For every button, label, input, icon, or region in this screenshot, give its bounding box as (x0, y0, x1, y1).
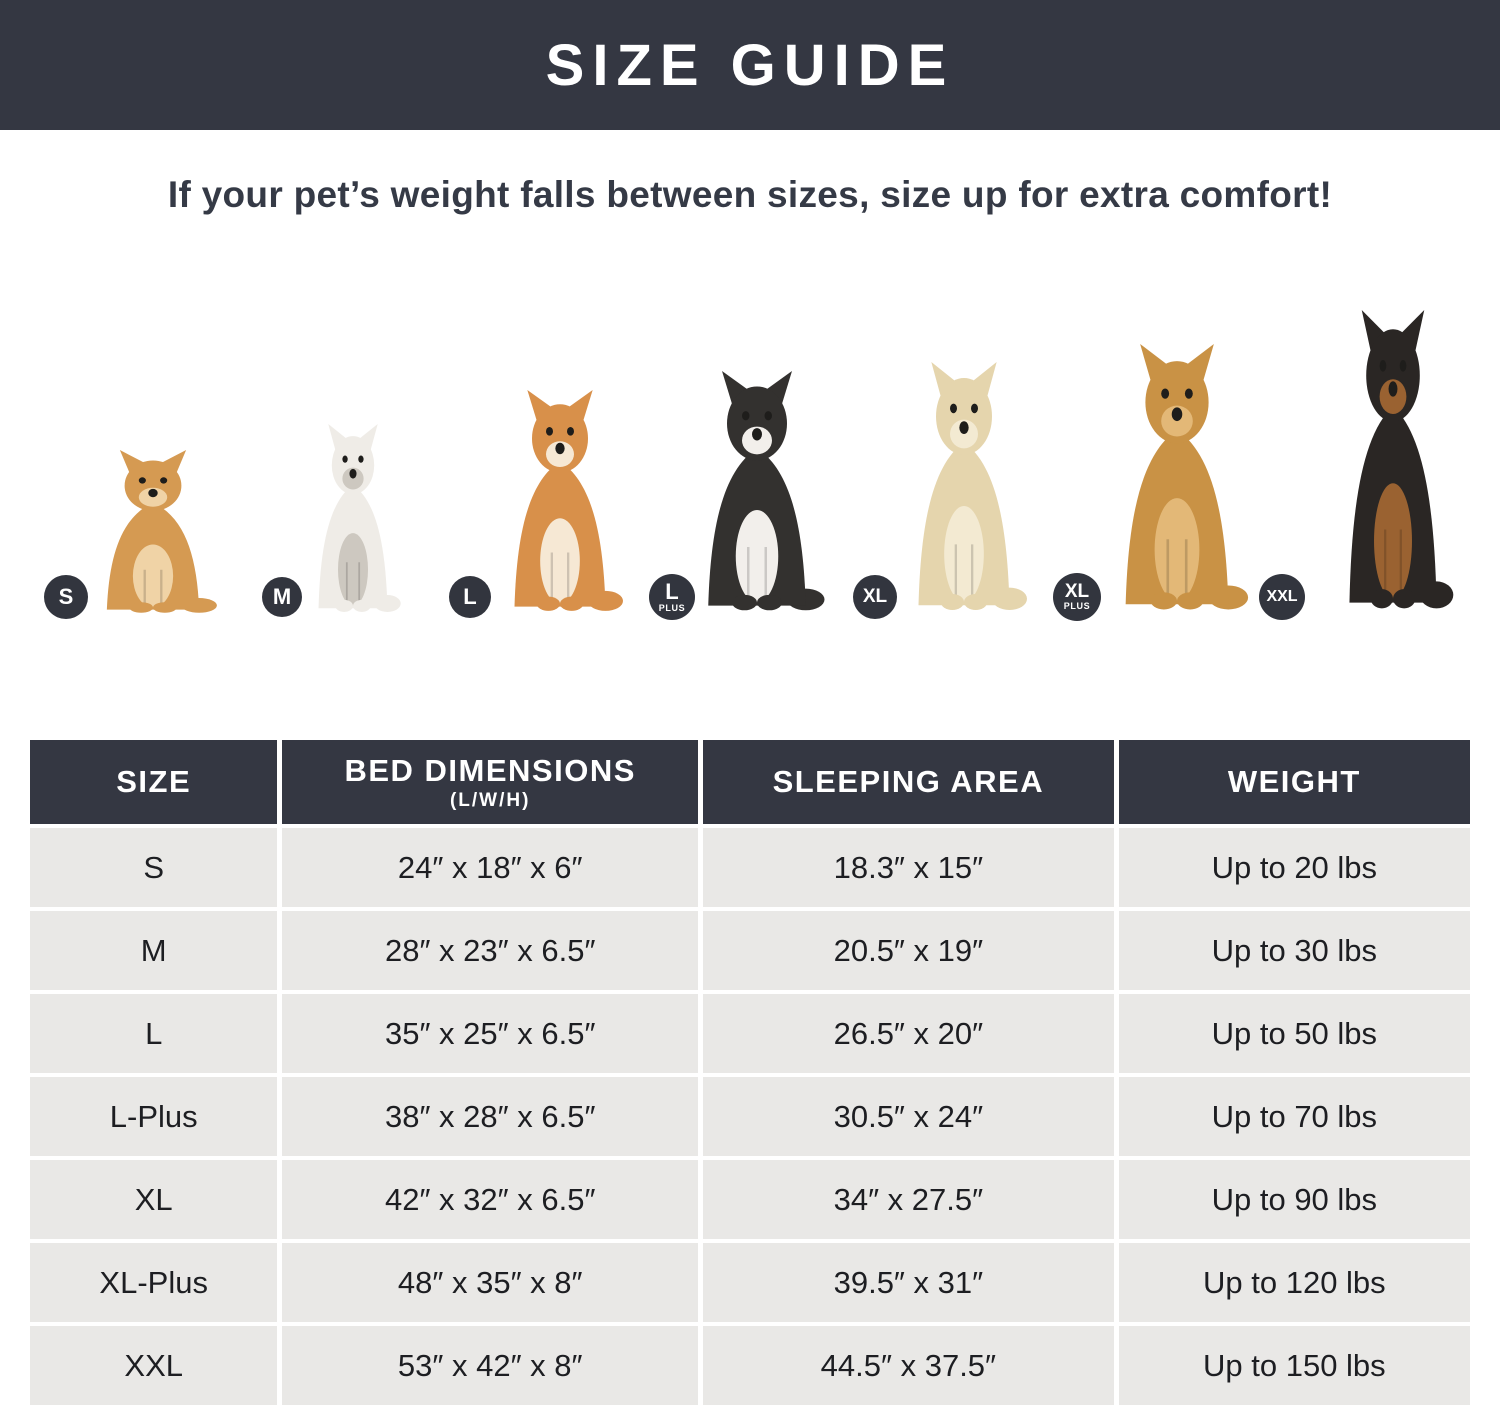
size-badge-label: XL (862, 585, 888, 607)
size-badge-label: XL (1064, 581, 1090, 603)
cell-XL-weight: Up to 90 lbs (1118, 1160, 1470, 1239)
subtitle: If your pet’s weight falls between sizes… (167, 174, 1333, 215)
column-header-label: WEIGHT (1227, 764, 1361, 799)
cell-L-weight: Up to 50 lbs (1118, 994, 1470, 1073)
cell-L-size: L (30, 994, 278, 1073)
dog-illustration (514, 390, 623, 611)
dog-photo-pomeranian (82, 450, 224, 618)
cell-L-Plus-sleeping-area: 30.5″ x 24″ (703, 1077, 1114, 1156)
column-header-sublabel: (L/W/H) (449, 789, 531, 811)
cell-XL-Plus-weight: Up to 120 lbs (1118, 1243, 1470, 1322)
subtitle-row: If your pet’s weight falls between sizes… (0, 130, 1500, 260)
size-badge-label: S (58, 583, 74, 609)
size-badge-XXL: XXL (1259, 574, 1305, 620)
dog-illustration (708, 371, 825, 611)
column-header-label: SLEEPING AREA (772, 764, 1045, 799)
dog-size-lineup: S M L (0, 260, 1500, 655)
size-badge-label: XXL (1266, 588, 1298, 606)
cell-XL-Plus-sleeping-area: 39.5″ x 31″ (703, 1243, 1114, 1322)
dog-photo-shiba-inu (490, 390, 630, 618)
dog-illustration (1349, 310, 1454, 609)
size-badge-sublabel: PLUS (1063, 601, 1091, 612)
column-header-size: SIZE (30, 740, 278, 824)
cell-L-sleeping-area: 26.5″ x 20″ (703, 994, 1114, 1073)
dog-illustration (1125, 344, 1249, 610)
size-badge-label: L (665, 578, 679, 604)
dog-illustration (106, 450, 217, 613)
column-header-sleeping-area: SLEEPING AREA (703, 740, 1114, 824)
column-header-label: BED DIMENSIONS (344, 752, 636, 788)
dog-photo-french-bulldog (300, 424, 406, 618)
cell-XL-sleeping-area: 34″ x 27.5″ (703, 1160, 1114, 1239)
cell-L-Plus-weight: Up to 70 lbs (1118, 1077, 1470, 1156)
size-badge-sublabel: PLUS (658, 602, 686, 613)
dog-photo-golden-retriever (1098, 344, 1256, 618)
dog-illustration (318, 424, 401, 612)
cell-S-bed-dimensions: 24″ x 18″ x 6″ (282, 828, 699, 907)
dog-photo-doberman (1326, 310, 1460, 618)
cell-XL-size: XL (30, 1160, 278, 1239)
cell-L-Plus-bed-dimensions: 38″ x 28″ x 6.5″ (282, 1077, 699, 1156)
dog-illustration (918, 362, 1027, 610)
cell-S-sleeping-area: 18.3″ x 15″ (703, 828, 1114, 907)
size-badge-M: M (262, 577, 302, 617)
banner: SIZE GUIDE (0, 0, 1500, 130)
cell-M-sleeping-area: 20.5″ x 19″ (703, 911, 1114, 990)
cell-XXL-size: XXL (30, 1326, 278, 1405)
cell-XL-bed-dimensions: 42″ x 32″ x 6.5″ (282, 1160, 699, 1239)
size-badge-label: L (463, 583, 477, 609)
cell-L-Plus-size: L-Plus (30, 1077, 278, 1156)
cell-XXL-weight: Up to 150 lbs (1118, 1326, 1470, 1405)
size-badge-L-plus: L PLUS (649, 574, 695, 620)
cell-L-bed-dimensions: 35″ x 25″ x 6.5″ (282, 994, 699, 1073)
column-header-bed-dimensions: BED DIMENSIONS (L/W/H) (282, 740, 699, 824)
size-badge-XL-plus: XL PLUS (1053, 573, 1101, 621)
dog-photo-border-collie (682, 371, 832, 618)
size-badge-XL: XL (853, 575, 897, 619)
size-badge-S: S (44, 575, 88, 619)
page-title: SIZE GUIDE (545, 32, 955, 98)
cell-S-size: S (30, 828, 278, 907)
cell-M-bed-dimensions: 28″ x 23″ x 6.5″ (282, 911, 699, 990)
cell-XL-Plus-bed-dimensions: 48″ x 35″ x 8″ (282, 1243, 699, 1322)
size-table: SIZE BED DIMENSIONS (L/W/H) SLEEPING AREA WE… (30, 740, 1470, 1405)
cell-M-size: M (30, 911, 278, 990)
cell-XXL-sleeping-area: 44.5″ x 37.5″ (703, 1326, 1114, 1405)
dog-photo-labrador (894, 362, 1034, 618)
size-badge-L: L (449, 576, 491, 618)
cell-S-weight: Up to 20 lbs (1118, 828, 1470, 907)
column-header-weight: WEIGHT (1118, 740, 1470, 824)
size-badge-label: M (272, 583, 292, 609)
column-header-label: SIZE (116, 764, 192, 799)
cell-XL-Plus-size: XL-Plus (30, 1243, 278, 1322)
cell-M-weight: Up to 30 lbs (1118, 911, 1470, 990)
cell-XXL-bed-dimensions: 53″ x 42″ x 8″ (282, 1326, 699, 1405)
